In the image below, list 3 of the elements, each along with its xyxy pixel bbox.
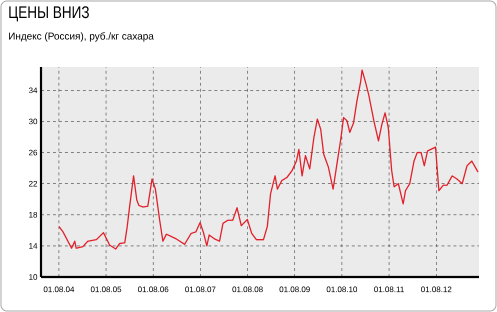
line-series	[58, 69, 479, 250]
chart-subtitle: Индекс (Россия), руб./кг сахара	[9, 32, 154, 42]
chart-title: ЦЕНЫ ВНИЗ	[9, 6, 89, 22]
